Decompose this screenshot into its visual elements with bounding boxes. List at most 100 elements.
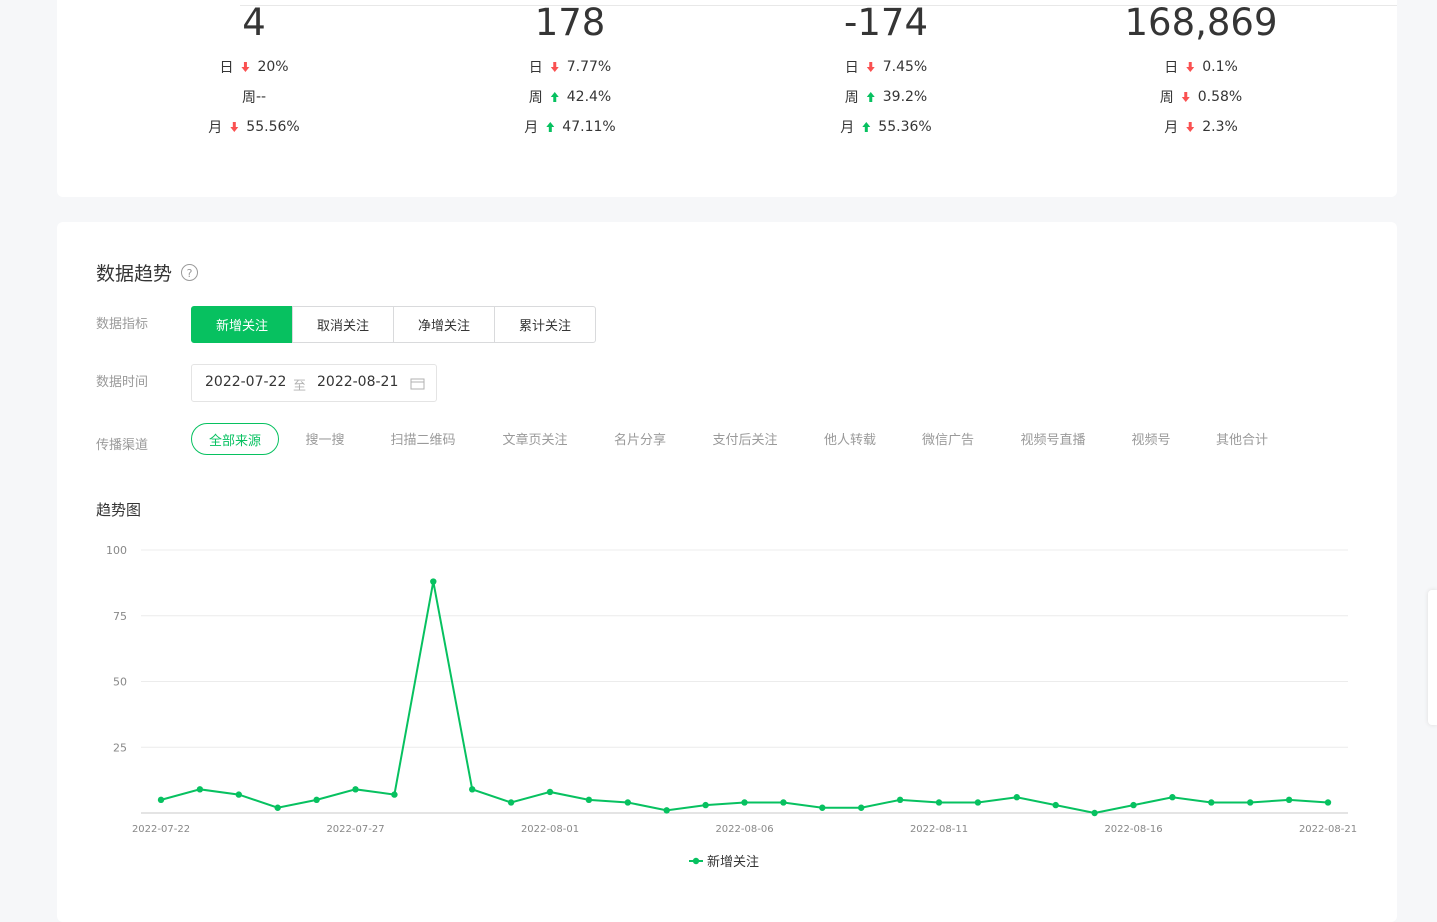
data-point — [1169, 794, 1176, 801]
stat-row: 月 47.11% — [524, 117, 615, 137]
stat-row: 日 0.1% — [1164, 57, 1238, 77]
channel-tab[interactable]: 微信广告 — [921, 432, 975, 448]
data-point — [1285, 796, 1293, 804]
stat-change: 7.45% — [882, 59, 928, 75]
svg-text:?: ? — [187, 267, 193, 280]
y-tick-label: 75 — [113, 610, 127, 623]
data-point — [624, 799, 631, 806]
x-tick-label: 2022-07-22 — [132, 824, 190, 835]
channel-label: 传播渠道 — [96, 438, 149, 453]
arrow-up — [546, 122, 555, 132]
data-point — [235, 791, 242, 798]
x-tick-label: 2022-08-01 — [521, 824, 579, 835]
channel-tab[interactable]: 他人转载 — [823, 432, 877, 448]
chart-title: 趋势图 — [96, 501, 142, 519]
start-date: 2022-07-22 — [205, 374, 287, 390]
stat-period: 周 — [1159, 90, 1174, 106]
data-point — [507, 799, 515, 806]
data-point — [352, 786, 359, 793]
x-tick-label: 2022-07-27 — [326, 824, 384, 835]
x-tick-label: 2022-08-21 — [1299, 824, 1357, 835]
stat-period: 周 — [844, 90, 859, 106]
stat-change: 39.2% — [882, 89, 928, 105]
legend-label: 新增关注 — [707, 854, 759, 870]
chart: 25 50 75 100 2022-07-22 2022-07-27 2022-08-01 2… — [106, 544, 1357, 870]
data-point — [935, 799, 943, 806]
stat-row: 日 20% — [219, 57, 288, 77]
data-point — [157, 796, 165, 804]
data-point — [1052, 801, 1059, 809]
stat-period: 月 — [840, 120, 855, 136]
arrow-down — [230, 122, 239, 132]
stat-change: 42.4% — [566, 89, 612, 105]
arrow-down — [1181, 92, 1190, 102]
metric-tab[interactable]: 取消关注 — [292, 306, 394, 343]
channel-tab[interactable]: 扫描二维码 — [390, 432, 456, 448]
stat-value: 4 — [242, 1, 266, 44]
arrow-up — [862, 122, 871, 132]
calendar-icon — [410, 378, 425, 390]
metric-tab[interactable]: 净增关注 — [393, 306, 495, 343]
channel-tab[interactable]: 支付后关注 — [712, 432, 778, 448]
side-tab[interactable] — [1428, 590, 1437, 725]
channel-tab[interactable]: 视频号直播 — [1020, 432, 1086, 448]
x-tick-label: 2022-08-06 — [715, 824, 773, 835]
arrow-down — [866, 62, 875, 72]
data-point — [546, 788, 554, 796]
x-tick-label: 2022-08-11 — [910, 824, 968, 835]
channel-tab[interactable]: 文章页关注 — [502, 432, 568, 448]
divider — [240, 5, 1397, 6]
stat-change: 20% — [257, 59, 289, 75]
series-line — [160, 581, 1329, 815]
arrow-down — [1186, 62, 1195, 72]
metric-tab[interactable]: 新增关注 — [191, 306, 293, 343]
data-point — [274, 804, 281, 811]
y-tick-label: 100 — [106, 544, 127, 557]
page: 4 日 20% 周 -- 月 55.56% 178 日 7.77% 周 42.4% 月 47.11% -17… — [57, 0, 1437, 870]
stat-change: -- — [255, 89, 267, 105]
stat-row: 月 55.36% — [840, 117, 931, 137]
stat-value: 168,869 — [1124, 1, 1278, 44]
stat-change: 0.58% — [1197, 89, 1243, 105]
stat-value: -174 — [844, 1, 928, 44]
channel-tab[interactable]: 视频号 — [1131, 432, 1171, 448]
metric-label: 数据指标 — [96, 317, 149, 332]
data-point — [1091, 809, 1098, 817]
data-point — [974, 799, 982, 806]
stats-card — [57, 0, 1397, 197]
metric-tab[interactable]: 累计关注 — [494, 306, 596, 343]
stat-row: 周 -- — [242, 87, 266, 107]
stat-period: 日 — [219, 60, 234, 76]
stat-period: 日 — [844, 60, 859, 76]
stat-row: 日 7.77% — [529, 57, 611, 77]
channel-tab[interactable]: 其他合计 — [1215, 432, 1269, 448]
stat-period: 周 — [528, 90, 543, 106]
stat-change: 7.77% — [566, 59, 612, 75]
y-tick-label: 50 — [113, 676, 127, 689]
data-point — [741, 799, 748, 806]
stat-change: 47.11% — [562, 119, 616, 135]
data-point — [430, 578, 437, 585]
arrow-down — [241, 62, 250, 72]
help-icon[interactable]: ? — [180, 263, 200, 283]
channel-tab[interactable]: 搜一搜 — [305, 432, 345, 448]
time-label: 数据时间 — [96, 375, 149, 390]
date-range[interactable]: 2022-07-22 至 2022-08-21 — [191, 364, 437, 402]
channel-tab[interactable]: 全部来源 — [191, 423, 279, 455]
data-point — [1130, 801, 1137, 809]
y-tick-label: 25 — [113, 741, 127, 754]
channel-tab[interactable]: 名片分享 — [613, 432, 667, 448]
data-point — [896, 796, 904, 804]
legend-dot — [692, 857, 700, 865]
data-point — [702, 801, 709, 809]
stat-change: 0.1% — [1202, 59, 1238, 75]
stat-row: 周 0.58% — [1160, 87, 1242, 107]
x-tick-label: 2022-08-16 — [1104, 824, 1162, 835]
data-point — [819, 804, 826, 811]
stat-change: 55.56% — [246, 119, 300, 135]
data-point — [780, 799, 787, 806]
data-point — [663, 807, 670, 814]
data-point — [858, 804, 865, 811]
stat-row: 周 39.2% — [845, 87, 927, 107]
stat-value: 178 — [534, 1, 606, 44]
